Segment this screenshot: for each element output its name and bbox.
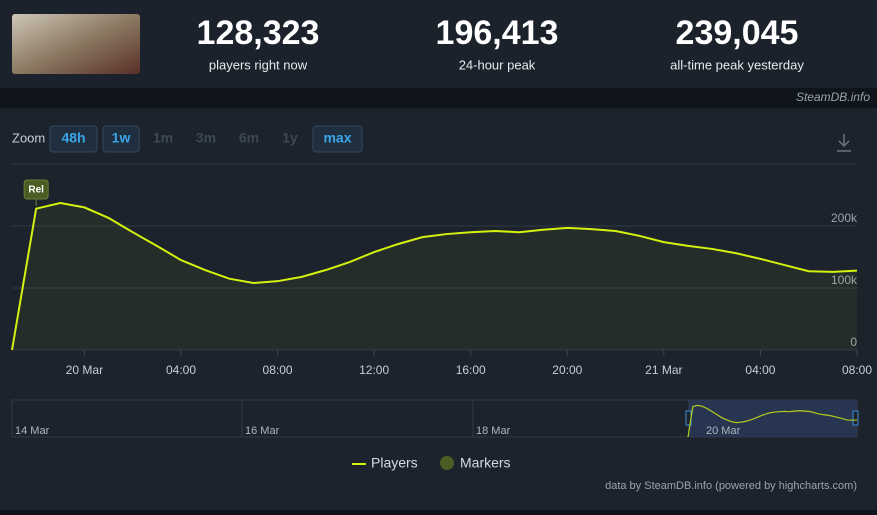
x-tick-label: 12:00 — [359, 363, 389, 377]
zoom-button-label[interactable]: 1w — [112, 130, 131, 146]
navigator-label: 20 Mar — [706, 425, 741, 437]
x-tick-label: 21 Mar — [645, 363, 682, 377]
stat-label: all-time peak yesterday — [670, 57, 804, 72]
series-line — [11, 202, 858, 351]
flag-label: Rel — [28, 185, 44, 196]
chart-panel — [0, 108, 877, 510]
zoom-button-label: 6m — [239, 130, 259, 146]
x-tick-label: 08:00 — [263, 363, 293, 377]
series-area — [12, 203, 857, 350]
y-tick-label: 100k — [831, 273, 858, 287]
zoom-button[interactable] — [49, 125, 98, 153]
y-tick-label: 0 — [850, 335, 857, 349]
navigator-line — [687, 404, 858, 438]
stat-value: 128,323 — [197, 14, 320, 52]
chart-credits: data by SteamDB.info (powered by highcha… — [605, 480, 857, 492]
stat-label: players right now — [209, 57, 308, 72]
credit[interactable]: SteamDB.info — [796, 90, 870, 104]
x-tick-label: 08:00 — [842, 363, 872, 377]
navigator-handle[interactable] — [852, 410, 859, 426]
x-tick-label: 20:00 — [552, 363, 582, 377]
zoom-button[interactable] — [312, 125, 363, 153]
stats-panel — [0, 0, 877, 88]
legend-label[interactable]: Markers — [460, 455, 511, 471]
zoom-label: Zoom — [12, 130, 45, 145]
navigator-label: 16 Mar — [245, 425, 280, 437]
x-tick-label: 04:00 — [166, 363, 196, 377]
navigator-label: 18 Mar — [476, 425, 511, 437]
download-icon[interactable] — [837, 134, 851, 152]
y-tick-label: 200k — [831, 211, 858, 225]
x-tick-label: 20 Mar — [66, 363, 103, 377]
stat-value: 196,413 — [436, 14, 559, 52]
flag-box[interactable] — [23, 179, 49, 200]
zoom-button-label: 1m — [153, 130, 173, 146]
zoom-button[interactable] — [102, 125, 140, 153]
stat-label: 24-hour peak — [459, 57, 536, 72]
legend-label[interactable]: Players — [371, 455, 418, 471]
stat-value: 239,045 — [676, 14, 799, 52]
zoom-button-label[interactable]: max — [323, 130, 351, 146]
zoom-button-label: 1y — [282, 130, 298, 146]
game-thumbnail[interactable] — [12, 14, 140, 74]
x-tick-label: 04:00 — [745, 363, 775, 377]
navigator-label: 14 Mar — [15, 425, 50, 437]
zoom-button-label: 3m — [196, 130, 216, 146]
x-tick-label: 16:00 — [456, 363, 486, 377]
navigator-selection[interactable] — [688, 400, 857, 437]
legend-swatch — [440, 456, 454, 470]
zoom-button-label[interactable]: 48h — [61, 130, 85, 146]
